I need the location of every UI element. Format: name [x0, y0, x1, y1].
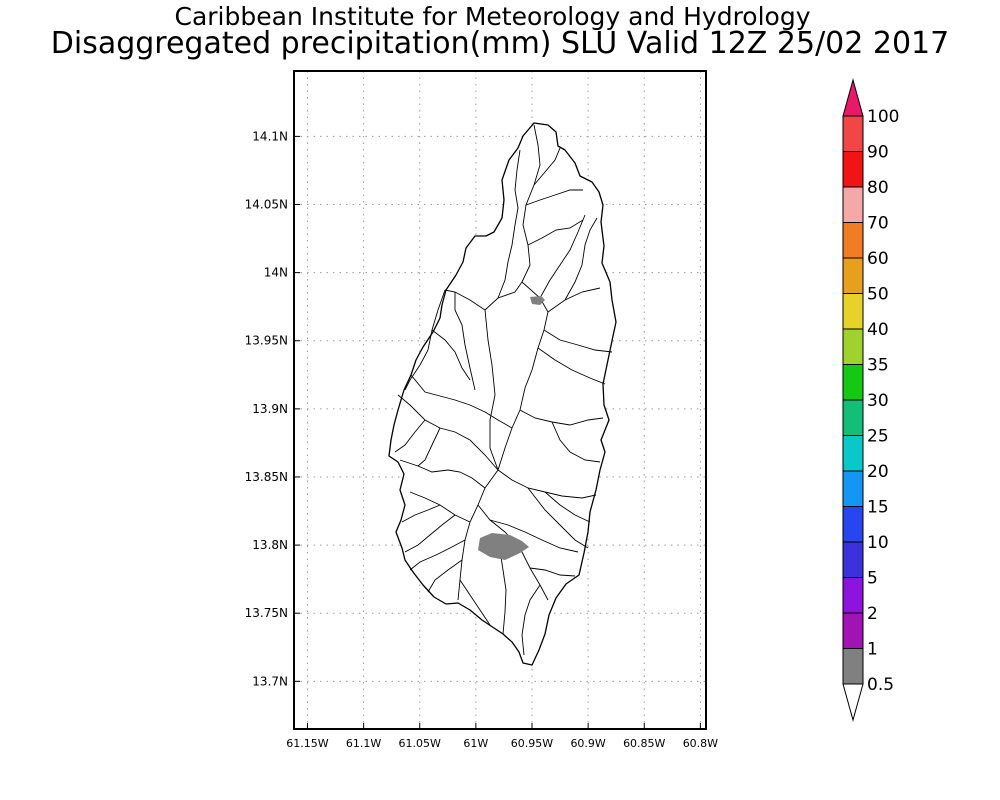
colorbar-swatch [842, 151, 864, 188]
lat-tick-label: 13.9N [252, 402, 288, 416]
colorbar-swatch [842, 186, 864, 223]
lon-tick-label: 61W [463, 737, 488, 750]
colorbar-label: 10 [867, 533, 889, 553]
lat-tick-label: 13.8N [252, 538, 288, 552]
colorbar-label: 60 [867, 249, 889, 269]
lat-tick-label: 13.7N [252, 674, 288, 688]
colorbar-label: 30 [867, 391, 889, 411]
lat-tick-label: 13.75N [245, 606, 288, 620]
colorbar-label: 5 [867, 569, 878, 589]
colorbar-label: 35 [867, 356, 889, 376]
lon-tick-label: 61.05W [399, 737, 441, 750]
lat-tick-label: 14.05N [245, 198, 288, 212]
lat-tick-label: 14N [264, 266, 288, 280]
colorbar-label: 25 [867, 427, 889, 447]
lat-tick-label: 13.95N [245, 334, 288, 348]
axis-labels: 61.15W 61.1W 61.05W 61W 60.95W 60.9W 60.85W 60.… [245, 129, 719, 750]
lat-tick-label: 13.85N [245, 470, 288, 484]
watershed-boundaries [394, 124, 613, 656]
colorbar-swatch [842, 577, 864, 614]
lon-tick-label: 60.9W [570, 737, 605, 750]
colorbar-label: 40 [867, 320, 889, 340]
lon-tick-label: 60.8W [683, 737, 718, 750]
precip-area-north [530, 296, 545, 305]
colorbar-swatch [842, 648, 864, 685]
island-coastline [388, 122, 617, 666]
colorbar-label: 0.5 [867, 675, 894, 695]
colorbar-swatch [842, 541, 864, 578]
lat-tick-label: 14.1N [252, 129, 288, 143]
colorbar-swatch [842, 257, 864, 294]
colorbar-swatch [842, 435, 864, 472]
colorbar-label: 70 [867, 214, 889, 234]
colorbar-swatch [842, 399, 864, 436]
colorbar-label: 90 [867, 143, 889, 163]
colorbar-top-arrow [842, 78, 864, 117]
colorbar-label: 20 [867, 462, 889, 482]
lon-tick-label: 61.1W [346, 737, 381, 750]
colorbar-legend: 100 90 80 70 60 50 40 35 30 25 20 15 10 5 2 1 0.5 [842, 78, 899, 722]
colorbar-label: 2 [867, 604, 878, 624]
map-frame [293, 70, 707, 730]
colorbar-label: 100 [867, 107, 899, 127]
colorbar-swatch [842, 506, 864, 543]
lon-tick-label: 60.95W [511, 737, 553, 750]
colorbar-label: 50 [867, 285, 889, 305]
colorbar-swatch [842, 222, 864, 259]
colorbar-bottom-arrow [842, 683, 864, 722]
title-institute: Caribbean Institute for Meteorology and … [174, 2, 811, 31]
precip-area-south [478, 533, 529, 560]
colorbar-label: 15 [867, 498, 889, 518]
colorbar-swatch [842, 364, 864, 401]
colorbar-swatch [842, 612, 864, 649]
lon-tick-label: 61.15W [286, 737, 328, 750]
colorbar-swatch [842, 115, 864, 152]
colorbar-swatch [842, 470, 864, 507]
lon-tick-label: 60.85W [623, 737, 665, 750]
colorbar-swatch [842, 293, 864, 330]
title-product: Disaggregated precipitation(mm) SLU Vali… [50, 26, 950, 61]
colorbar-label: 1 [867, 640, 878, 660]
colorbar-label: 80 [867, 178, 889, 198]
colorbar-swatch [842, 328, 864, 365]
